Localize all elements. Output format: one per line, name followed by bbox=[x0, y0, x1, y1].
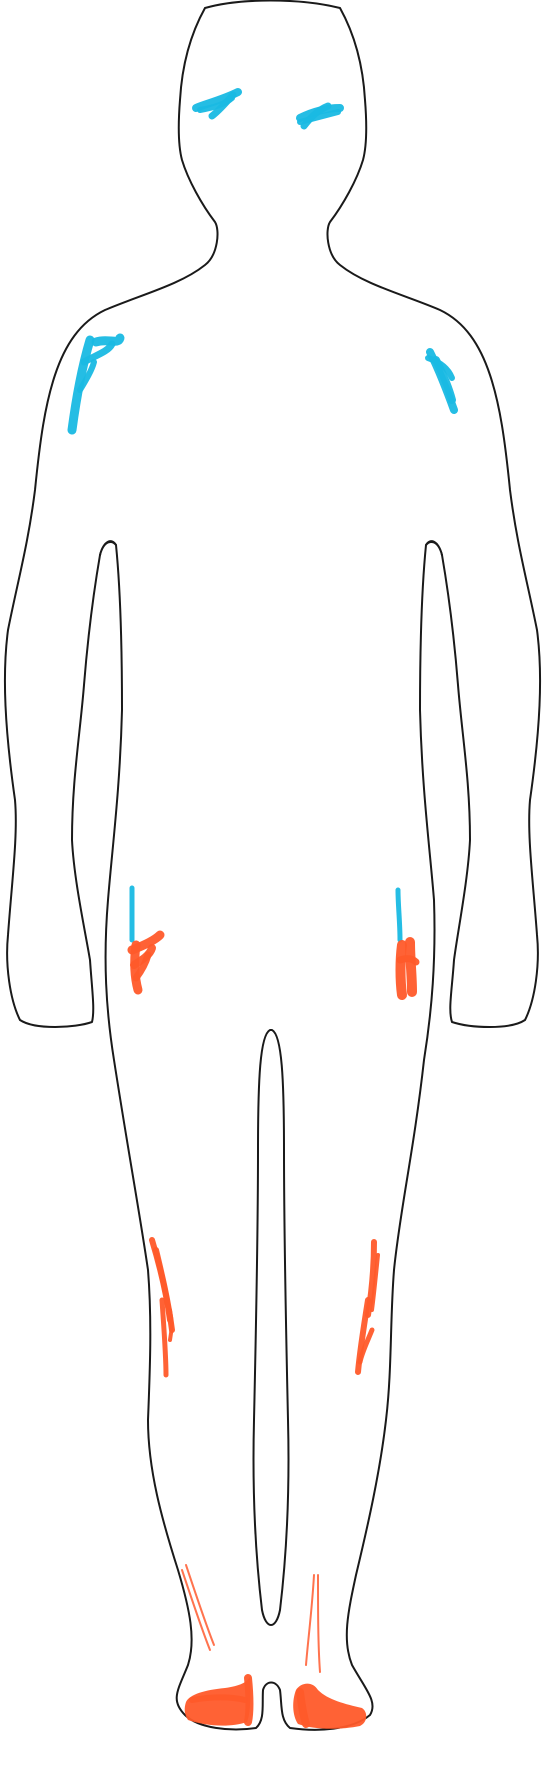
right-shoulder-mark bbox=[425, 348, 458, 414]
left-shoulder-mark bbox=[67, 333, 125, 435]
right-hip-mark bbox=[395, 887, 403, 943]
left-knee-mark bbox=[149, 1237, 175, 1378]
left-thigh-mark bbox=[127, 930, 165, 995]
right-armpit-line bbox=[425, 541, 443, 556]
right-eye-mark bbox=[296, 102, 344, 130]
inner-leg-gap bbox=[252, 1029, 290, 1626]
right-foot-mark bbox=[293, 1574, 367, 1729]
right-thigh-mark bbox=[395, 937, 420, 1000]
left-armpit-line bbox=[99, 541, 117, 556]
left-foot-mark bbox=[181, 1564, 254, 1726]
body-outline bbox=[3, 0, 542, 1731]
left-eye-mark bbox=[192, 88, 242, 120]
right-knee-mark bbox=[355, 1239, 380, 1375]
